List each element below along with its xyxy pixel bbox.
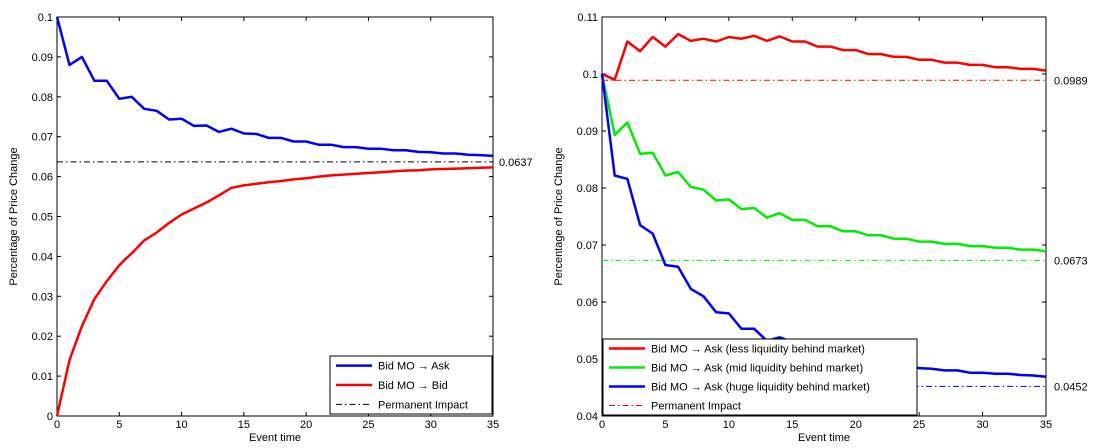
x-tick-label: 35 [1040, 419, 1052, 431]
legend-label: Bid MO → Ask (less liquidity behind mark… [651, 344, 865, 356]
y-tick-label: 0.05 [577, 354, 598, 366]
y-tick-label: 0.04 [32, 251, 53, 263]
impact-value-label: 0.0673 [1054, 255, 1088, 267]
y-tick-label: 0.08 [577, 183, 598, 195]
x-tick-label: 10 [723, 419, 735, 431]
x-tick-label: 15 [238, 419, 250, 431]
x-tick-label: 5 [662, 419, 668, 431]
plot-area [56, 16, 494, 417]
x-tick-label: 0 [599, 419, 605, 431]
y-tick-label: 0.03 [32, 291, 53, 303]
x-tick-label: 0 [54, 419, 60, 431]
y-tick-label: 0.02 [32, 331, 53, 343]
legend-box [602, 338, 918, 416]
y-axis-label: Percentage of Price Change [8, 147, 20, 285]
series-line [600, 73, 1047, 253]
series-line [601, 32, 1047, 81]
y-tick-label: 0.07 [32, 132, 53, 144]
legend-label: Bid MO → Ask [378, 361, 450, 373]
legend-label: Permanent Impact [651, 401, 741, 413]
impact-value-label: 0.0452 [1054, 381, 1088, 393]
x-axis-label: Event time [249, 432, 301, 444]
y-tick-label: 0 [47, 411, 53, 423]
impact-value-label: 0.0637 [499, 157, 533, 169]
y-tick-label: 0.05 [32, 212, 53, 224]
y-tick-label: 0.1 [583, 69, 598, 81]
impact-value-label: 0.0989 [1054, 75, 1088, 87]
legend-label: Permanent Impact [378, 399, 468, 411]
y-tick-label: 0.04 [577, 411, 598, 423]
x-tick-label: 15 [786, 419, 798, 431]
y-tick-label: 0.01 [32, 371, 53, 383]
x-tick-label: 5 [116, 419, 122, 431]
y-tick-label: 0.06 [32, 172, 53, 184]
x-axis-label: Event time [798, 432, 850, 444]
y-tick-label: 0.07 [577, 240, 598, 252]
legend-label: Bid MO → Ask (mid liquidity behind marke… [651, 363, 863, 375]
x-tick-label: 30 [976, 419, 988, 431]
y-tick-label: 0.1 [38, 12, 53, 24]
y-tick-label: 0.08 [32, 92, 53, 104]
y-tick-label: 0.09 [577, 126, 598, 138]
x-tick-label: 35 [487, 419, 499, 431]
series-line [55, 166, 494, 417]
x-tick-label: 25 [913, 419, 925, 431]
y-tick-label: 0.06 [577, 297, 598, 309]
y-tick-label: 0.11 [577, 12, 598, 24]
right-chart: 0 5 10 15 20 25 30 35 0.04 0.05 0.06 0.07 0.08 0.09 0.… [553, 12, 1088, 444]
left-chart: 0 5 10 15 20 25 30 35 0 0.01 0.02 0.03 0.04 0.05 0.06 0… [8, 12, 533, 444]
y-tick-label: 0.09 [32, 52, 53, 64]
series-line [55, 16, 494, 158]
y-axis-label: Percentage of Price Change [553, 147, 565, 285]
legend-label: Bid MO → Bid [378, 380, 448, 392]
legend-label: Bid MO → Ask (huge liquidity behind mark… [651, 382, 870, 394]
x-tick-label: 30 [425, 419, 437, 431]
x-tick-label: 25 [362, 419, 374, 431]
x-tick-label: 20 [850, 419, 862, 431]
x-tick-label: 20 [300, 419, 312, 431]
x-tick-label: 10 [175, 419, 187, 431]
